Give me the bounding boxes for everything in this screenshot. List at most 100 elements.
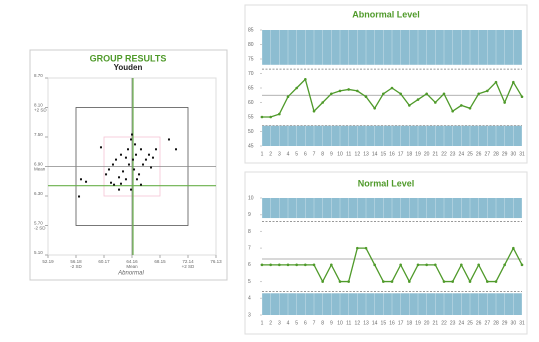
x-tick-label: 12	[355, 151, 361, 157]
point	[304, 263, 307, 267]
point	[382, 280, 385, 283]
point	[85, 180, 88, 183]
point	[105, 173, 108, 176]
point	[373, 107, 376, 110]
point	[127, 148, 129, 151]
point	[139, 148, 142, 151]
point	[167, 138, 170, 141]
x-tick-label: 22	[441, 151, 447, 157]
point	[138, 173, 141, 176]
x-tick-label: 13	[363, 151, 369, 157]
x-tick-label: 2	[269, 151, 272, 157]
x-tick-label: 11	[346, 320, 351, 326]
point	[338, 89, 342, 93]
y-tick-label: 10	[248, 195, 254, 201]
y-tick-label: 50	[248, 129, 254, 135]
point	[416, 98, 420, 101]
point	[468, 107, 472, 110]
x-tick-label: 3	[278, 151, 281, 157]
point	[127, 163, 130, 166]
y-tick-label: 45	[248, 143, 254, 149]
x-tick-label: 7	[313, 151, 316, 157]
point	[512, 246, 515, 250]
y-tick-label: 70	[248, 71, 254, 77]
point	[434, 263, 437, 267]
x-tick-label: 15	[381, 151, 387, 157]
x-tick-label: 19	[415, 320, 421, 326]
point	[269, 263, 272, 267]
y-tick-label: 85	[248, 27, 254, 33]
point	[382, 92, 385, 96]
x-tick-label: 23	[450, 151, 456, 157]
point	[295, 86, 298, 90]
x-tick-label: 76.13	[210, 259, 222, 264]
point	[486, 280, 489, 283]
x-tick-label: 4	[287, 151, 290, 157]
x-tick-label: 8	[321, 320, 324, 326]
y-tick-label: 3	[248, 312, 251, 318]
abnormal-title: Abnormal Level	[352, 9, 420, 19]
point	[150, 166, 153, 169]
x-tick-label: 19	[415, 151, 421, 157]
point	[416, 263, 420, 267]
point	[115, 158, 117, 161]
y-tick-label: 5.10	[34, 250, 43, 255]
y-tick-label: 75	[248, 56, 254, 62]
point	[133, 168, 136, 171]
point	[330, 92, 333, 96]
point	[477, 92, 480, 96]
x-tick-note: +2 SD	[182, 264, 195, 269]
x-tick-label: 68.15	[154, 259, 166, 264]
x-tick-label: 1	[261, 320, 264, 326]
y-tick-note: +2 SD	[34, 108, 47, 113]
x-tick-label: 56.18	[70, 259, 82, 264]
point	[111, 163, 114, 166]
point	[364, 95, 368, 98]
point	[321, 101, 324, 104]
point	[356, 246, 359, 250]
point	[135, 178, 138, 181]
point	[451, 109, 454, 113]
limit-band	[262, 198, 522, 219]
x-tick-label: 8	[321, 151, 324, 157]
point	[477, 263, 480, 267]
y-tick-label: 6.30	[34, 191, 43, 196]
point	[107, 168, 110, 171]
point	[131, 158, 134, 161]
point	[312, 109, 316, 113]
point	[347, 280, 350, 283]
y-tick-label: 80	[248, 42, 254, 48]
y-tick-note: -2 SD	[34, 226, 46, 231]
point	[151, 156, 154, 159]
point	[124, 178, 127, 181]
x-tick-label: 27	[485, 320, 491, 326]
x-tick-label: 5	[295, 320, 298, 326]
x-tick-label: 18	[407, 320, 413, 326]
point	[139, 183, 142, 186]
x-tick-label: 5	[295, 151, 298, 157]
x-tick-note: Mean	[126, 264, 138, 269]
point	[122, 170, 125, 173]
point	[124, 156, 127, 159]
point	[155, 148, 157, 151]
y-tick-label: 7.50	[34, 132, 43, 137]
x-tick-label: 11	[346, 151, 351, 157]
point	[425, 92, 428, 96]
limit-band	[262, 125, 522, 146]
point	[79, 178, 82, 181]
x-tick-note: -2 SD	[70, 264, 82, 269]
x-tick-label: 1	[261, 151, 264, 157]
y-tick-label: 9	[248, 212, 251, 218]
point	[330, 263, 333, 267]
limit-band	[262, 30, 522, 65]
x-tick-label: 20	[424, 320, 430, 326]
point	[144, 158, 147, 161]
point	[118, 188, 121, 191]
x-tick-label: 28	[493, 320, 499, 326]
x-tick-label: 29	[502, 320, 508, 326]
point	[520, 263, 524, 267]
x-tick-label: 9	[330, 320, 333, 326]
x-tick-label: 17	[398, 151, 404, 157]
point	[142, 163, 145, 166]
